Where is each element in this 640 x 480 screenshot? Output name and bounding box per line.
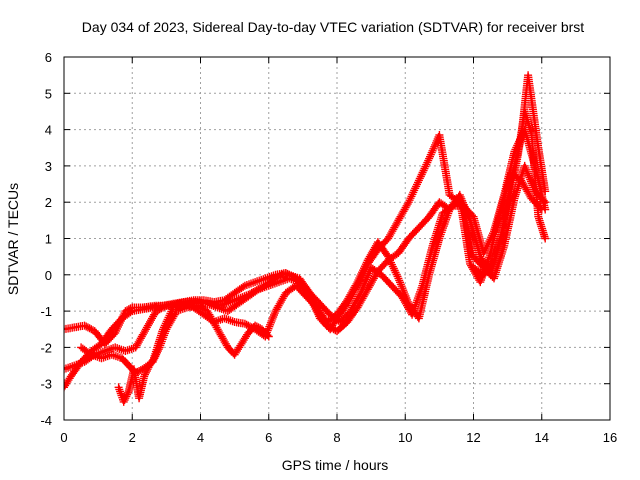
x-tick-label: 4	[197, 430, 204, 445]
y-tick-label: -3	[40, 377, 52, 392]
x-tick-label: 8	[333, 430, 340, 445]
x-tick-label: 14	[535, 430, 549, 445]
y-tick-label: -4	[40, 413, 52, 428]
y-tick-label: -2	[40, 340, 52, 355]
y-tick-label: -1	[40, 304, 52, 319]
plot-frame	[63, 56, 611, 421]
x-tick-label: 2	[129, 430, 136, 445]
y-tick-label: 6	[45, 50, 52, 65]
y-tick-label: 3	[45, 159, 52, 174]
x-tick-label: 12	[466, 430, 480, 445]
y-tick-label: 2	[45, 195, 52, 210]
y-tick-label: 1	[45, 232, 52, 247]
x-tick-label: 0	[60, 430, 67, 445]
y-tick-label: 5	[45, 86, 52, 101]
series-track-e	[114, 301, 273, 406]
y-tick-label: 4	[45, 123, 52, 138]
series-track-c	[64, 161, 550, 374]
chart-title: Day 034 of 2023, Sidereal Day-to-day VTE…	[82, 19, 584, 35]
x-axis-label: GPS time / hours	[282, 457, 389, 473]
y-tick-labels: -4 -3 -2 -1 0 1 2 3 4 5 6	[40, 50, 52, 428]
x-tick-label: 16	[603, 430, 617, 445]
x-tick-label: 6	[265, 430, 272, 445]
x-tick-labels: 0 2 4 6 8 10 12 14 16	[60, 430, 617, 445]
x-tick-label: 10	[398, 430, 412, 445]
series-track-d	[77, 169, 546, 377]
series-track-f	[469, 107, 550, 279]
y-tick-label: 0	[45, 268, 52, 283]
y-axis-label: SDTVAR / TECUs	[5, 183, 21, 295]
data-series	[64, 71, 550, 406]
